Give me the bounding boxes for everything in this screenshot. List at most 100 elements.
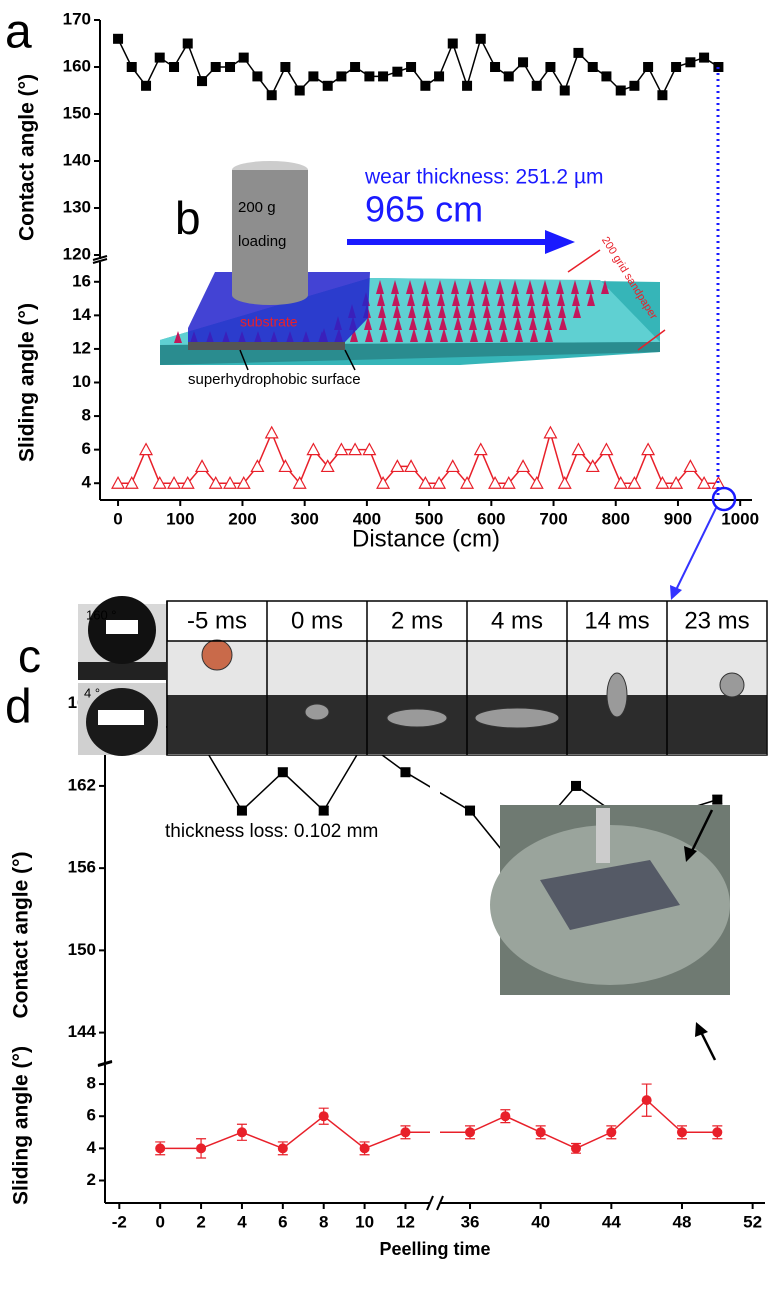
x-tick-label: 6 (278, 1212, 287, 1231)
data-point (544, 427, 556, 438)
data-point (278, 1143, 288, 1153)
data-point (518, 57, 528, 67)
y-tick-label: 4 (82, 473, 92, 492)
annotation: thickness loss: 0.102 mm (165, 821, 378, 842)
data-point (712, 1127, 722, 1137)
x-tick-label: 300 (290, 509, 318, 528)
y2-axis-label: Contact angle (°) (10, 851, 33, 1018)
sa-label: 4 ° (84, 685, 100, 700)
substrate-label: substrate (240, 314, 298, 330)
data-point (364, 71, 374, 81)
panel-label: a (5, 6, 32, 59)
data-point (500, 1111, 510, 1121)
time-label: 2 ms (391, 607, 443, 634)
x-tick-label: 0 (155, 1212, 164, 1231)
frame-ground (668, 695, 767, 754)
arrow (700, 1030, 715, 1060)
data-point (197, 76, 207, 86)
x-tick-label: 200 (228, 509, 256, 528)
data-point (465, 1127, 475, 1137)
y-tick-label: 8 (82, 406, 91, 425)
data-point (462, 81, 472, 91)
data-point (319, 806, 329, 816)
schematic: b 200 g loading 965 cm substrate superhy… (160, 161, 665, 388)
data-point (517, 460, 529, 471)
data-point (685, 57, 695, 67)
arrow-head (545, 230, 575, 254)
x-tick-label: 10 (355, 1212, 374, 1231)
data-point (616, 86, 626, 96)
data-point (319, 1111, 329, 1121)
y-tick-label: 2 (87, 1170, 96, 1189)
time-label: 23 ms (684, 607, 749, 634)
data-point (237, 806, 247, 816)
data-point (211, 62, 221, 72)
data-point (629, 81, 639, 91)
y2-tick-label: 156 (68, 858, 96, 877)
data-point (684, 460, 696, 471)
x-tick-label: 40 (531, 1212, 550, 1231)
data-point (400, 767, 410, 777)
data-point (323, 81, 333, 91)
data-point (671, 62, 681, 72)
y-axis-label: Sliding angle (°) (10, 1046, 33, 1205)
ca-label: 160 ° (86, 607, 117, 622)
y-tick-label: 6 (82, 439, 91, 458)
series-line (118, 39, 718, 95)
frames: -5 ms0 ms2 ms4 ms14 ms23 ms (167, 601, 767, 755)
data-point (141, 81, 151, 91)
data-point (280, 62, 290, 72)
data-point (699, 53, 709, 63)
x-axis-label: Distance (cm) (352, 525, 500, 552)
data-point (225, 62, 235, 72)
data-point (155, 1143, 165, 1153)
data-point (504, 71, 514, 81)
data-point (308, 71, 318, 81)
data-point (267, 90, 277, 100)
droplet (475, 708, 559, 728)
data-point (571, 781, 581, 791)
annotation: wear thickness: 251.2 µm (364, 166, 604, 189)
data-point (475, 444, 487, 455)
figure: 4681012141612013014015016017001002003004… (0, 0, 772, 1307)
droplet-highlight (98, 710, 144, 725)
data-point (307, 444, 319, 455)
data-point (237, 1127, 247, 1137)
data-point (155, 53, 165, 63)
coating (188, 342, 345, 350)
x-tick-label: 44 (602, 1212, 621, 1231)
frame-ground (168, 695, 267, 754)
x-tick-label: 0 (113, 509, 122, 528)
data-point (183, 39, 193, 49)
data-point (588, 62, 598, 72)
data-point (251, 460, 263, 471)
data-point (677, 1127, 687, 1137)
y2-axis-label: Contact angle (°) (16, 74, 39, 241)
droplet (720, 673, 744, 697)
x-tick-label: 4 (237, 1212, 247, 1231)
data-point (196, 460, 208, 471)
series-line (118, 433, 718, 483)
data-point (601, 71, 611, 81)
time-label: -5 ms (187, 607, 247, 634)
x-tick-label: 8 (319, 1212, 328, 1231)
data-point (545, 62, 555, 72)
time-label: 4 ms (491, 607, 543, 634)
data-point (169, 62, 179, 72)
y-tick-label: 4 (87, 1138, 97, 1157)
data-point (420, 81, 430, 91)
loading-label: loading (238, 233, 286, 250)
drop-image-base (78, 662, 166, 680)
y-tick-label: 8 (87, 1074, 96, 1093)
y2-tick-label: 130 (63, 197, 91, 216)
data-point (490, 62, 500, 72)
x-tick-label: 2 (196, 1212, 205, 1231)
x-tick-label: 52 (743, 1212, 762, 1231)
time-label: 0 ms (291, 607, 343, 634)
pointer (568, 250, 600, 272)
data-point (350, 62, 360, 72)
x-tick-label: 800 (602, 509, 630, 528)
data-point (643, 62, 653, 72)
x-tick-label: 900 (664, 509, 692, 528)
data-point (642, 444, 654, 455)
